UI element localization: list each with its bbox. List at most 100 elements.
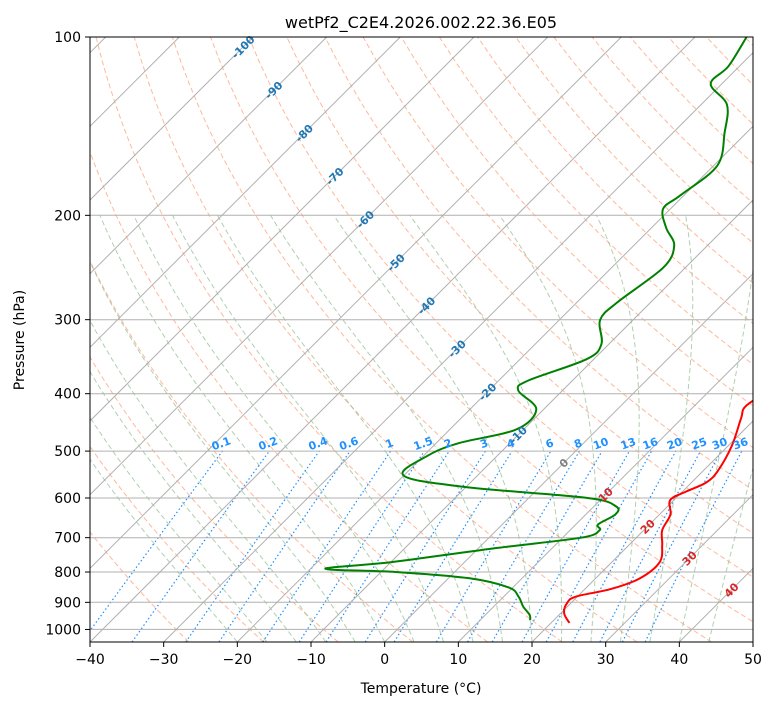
mixing-ratio-label: 20 — [665, 435, 684, 453]
mixing-ratio-line — [262, 450, 392, 642]
moist-adiabat — [172, 215, 445, 642]
dry-adiabat — [400, 37, 753, 407]
moist-adiabat — [133, 215, 415, 642]
dewpoint-line — [324, 37, 748, 621]
mixing-ratio-line — [393, 450, 513, 642]
x-tick-label: 20 — [523, 652, 541, 668]
moist-adiabat — [90, 319, 327, 642]
x-tick-label: −20 — [223, 652, 253, 668]
isotherm-line — [90, 37, 475, 422]
mixing-ratio-label: 8 — [572, 436, 584, 451]
plot-area: 0.1 0.2 0.4 0.6 1 1.5 2 3 4 6 8 10 13 16 20 25 30 36-100-… — [89, 33, 754, 643]
isotherm-line — [90, 37, 549, 496]
y-tick-label: 700 — [54, 531, 81, 547]
isotherm-line — [163, 51, 753, 642]
isotherm-line — [90, 37, 328, 275]
x-tick-label: 40 — [670, 652, 688, 668]
isotherm-line — [310, 199, 753, 642]
x-tick-label: −10 — [296, 652, 326, 668]
x-axis-label: Temperature (°C) — [360, 681, 482, 697]
x-tick-label: −40 — [75, 652, 105, 668]
moist-adiabat — [499, 215, 597, 642]
mixing-ratio-label: 10 — [591, 435, 610, 453]
moist-adiabat — [596, 215, 640, 642]
plot-background — [90, 37, 753, 642]
y-tick-label: 100 — [54, 30, 81, 46]
moist-adiabat — [678, 265, 753, 642]
x-tick-label: 0 — [380, 652, 389, 668]
y-tick-label: 300 — [54, 313, 81, 329]
y-tick-label: 500 — [54, 444, 81, 460]
mixing-ratio-label: 0.2 — [257, 434, 280, 453]
isotherm-line — [90, 37, 254, 201]
y-axis: 100 200 300 400 500 600 700 800 900 1000 — [45, 30, 90, 638]
dry-adiabat — [133, 37, 638, 642]
dry-adiabat — [515, 37, 753, 284]
mixing-ratio-label: 30 — [710, 435, 729, 453]
mixing-ratio-label: 0.1 — [210, 434, 233, 453]
moist-adiabat — [708, 466, 753, 642]
moist-adiabat — [90, 416, 268, 642]
dry-adiabat — [90, 445, 264, 642]
x-tick-label: 10 — [449, 652, 467, 668]
moist-adiabat — [270, 215, 503, 642]
dry-adiabat — [438, 37, 753, 366]
mixing-ratio-line — [298, 450, 425, 642]
y-tick-label: 900 — [54, 595, 81, 611]
mixing-ratio-label: 1 — [384, 436, 396, 451]
moist-adiabat — [90, 370, 297, 642]
mixing-ratio-line — [218, 450, 351, 642]
plot-clip-group — [90, 37, 753, 642]
x-axis: −40 −30 −20 −10 0 10 20 30 40 50 — [75, 642, 762, 668]
dry-adiabat — [171, 37, 712, 642]
mixing-ratio-line — [644, 450, 743, 642]
mixing-ratio-label: 3 — [478, 436, 490, 451]
mixing-ratio-label: 36 — [731, 435, 750, 453]
x-tick-label: 30 — [597, 652, 615, 668]
dry-adiabat — [90, 356, 339, 642]
moist-adiabat — [90, 260, 356, 642]
isotherm-line — [90, 37, 401, 349]
dry-adiabat — [90, 150, 488, 642]
mixing-ratio-label: 6 — [544, 436, 556, 451]
mixing-ratio-line — [545, 450, 653, 642]
temperature-line — [563, 399, 753, 624]
mixing-ratio-label: 2 — [442, 436, 454, 451]
mixing-ratio-label: 0.6 — [338, 434, 361, 453]
mixing-ratio-label: 16 — [641, 435, 660, 453]
mixing-ratio-line — [185, 450, 320, 642]
mixing-ratio-line — [90, 450, 223, 632]
moist-adiabat — [649, 215, 694, 642]
moist-adiabat — [409, 215, 563, 642]
y-axis-label: Pressure (hPa) — [12, 290, 28, 390]
isotherm-line — [236, 125, 753, 642]
mixing-ratio-label: 4 — [505, 436, 517, 451]
moist-adiabat — [90, 458, 238, 642]
mixing-ratio-label: 1.5 — [412, 434, 435, 453]
x-tick-label: −30 — [149, 652, 179, 668]
dry-adiabat — [210, 37, 753, 623]
isotherm-line — [90, 37, 622, 570]
isotherm-line — [90, 37, 696, 642]
y-tick-label: 400 — [54, 387, 81, 403]
dry-adiabat — [248, 37, 753, 578]
chart-title: wetPf2_C2E4.2026.002.22.36.E05 — [285, 13, 557, 33]
mixing-ratio-line — [131, 450, 270, 642]
y-tick-label: 200 — [54, 208, 81, 224]
dry-adiabat — [95, 37, 563, 642]
isotherm-line — [605, 493, 753, 642]
isotherm-line — [384, 272, 753, 642]
isotherm-line — [752, 641, 753, 642]
mixing-ratio-label: 0.4 — [307, 434, 330, 453]
mixing-ratio-label: 13 — [619, 435, 638, 452]
dry-adiabat — [90, 531, 190, 642]
moist-adiabat — [99, 215, 386, 642]
mixing-ratio-line — [521, 450, 631, 642]
mixing-ratio-label: 25 — [690, 435, 709, 452]
x-tick-label: 50 — [744, 652, 762, 668]
y-tick-label: 600 — [54, 491, 81, 507]
mixing-ratio-line — [572, 450, 677, 642]
y-tick-label: 800 — [54, 565, 81, 581]
isotherm-line — [531, 420, 753, 642]
